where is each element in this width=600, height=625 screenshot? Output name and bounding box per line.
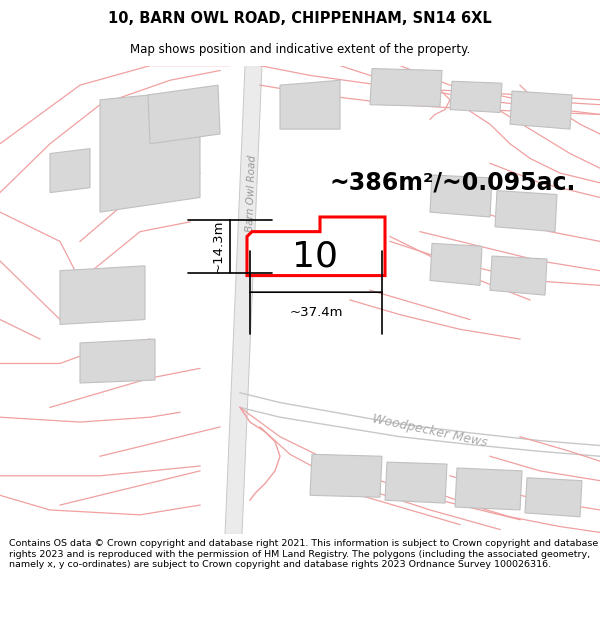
Polygon shape: [148, 85, 220, 144]
Polygon shape: [80, 339, 155, 383]
Polygon shape: [100, 90, 200, 212]
Polygon shape: [280, 80, 340, 129]
Polygon shape: [370, 69, 442, 107]
Polygon shape: [455, 468, 522, 510]
Polygon shape: [490, 256, 547, 295]
Text: ~386m²/~0.095ac.: ~386m²/~0.095ac.: [330, 171, 577, 195]
Text: Woodpecker Mews: Woodpecker Mews: [371, 412, 489, 449]
Text: Contains OS data © Crown copyright and database right 2021. This information is : Contains OS data © Crown copyright and d…: [9, 539, 598, 569]
Polygon shape: [430, 243, 482, 286]
Polygon shape: [495, 191, 557, 232]
Text: 10, BARN OWL ROAD, CHIPPENHAM, SN14 6XL: 10, BARN OWL ROAD, CHIPPENHAM, SN14 6XL: [108, 11, 492, 26]
Text: ~37.4m: ~37.4m: [289, 306, 343, 319]
Text: ~14.3m: ~14.3m: [212, 219, 225, 273]
Polygon shape: [385, 462, 447, 503]
Text: 10: 10: [292, 239, 338, 273]
Polygon shape: [50, 149, 90, 192]
Polygon shape: [510, 91, 572, 129]
Text: Barn Owl Road: Barn Owl Road: [245, 154, 257, 232]
Polygon shape: [525, 478, 582, 517]
Polygon shape: [247, 217, 385, 276]
Polygon shape: [60, 266, 145, 324]
Polygon shape: [450, 81, 502, 112]
Text: Map shows position and indicative extent of the property.: Map shows position and indicative extent…: [130, 44, 470, 56]
Polygon shape: [310, 454, 382, 498]
Polygon shape: [430, 175, 492, 217]
Polygon shape: [225, 66, 262, 534]
